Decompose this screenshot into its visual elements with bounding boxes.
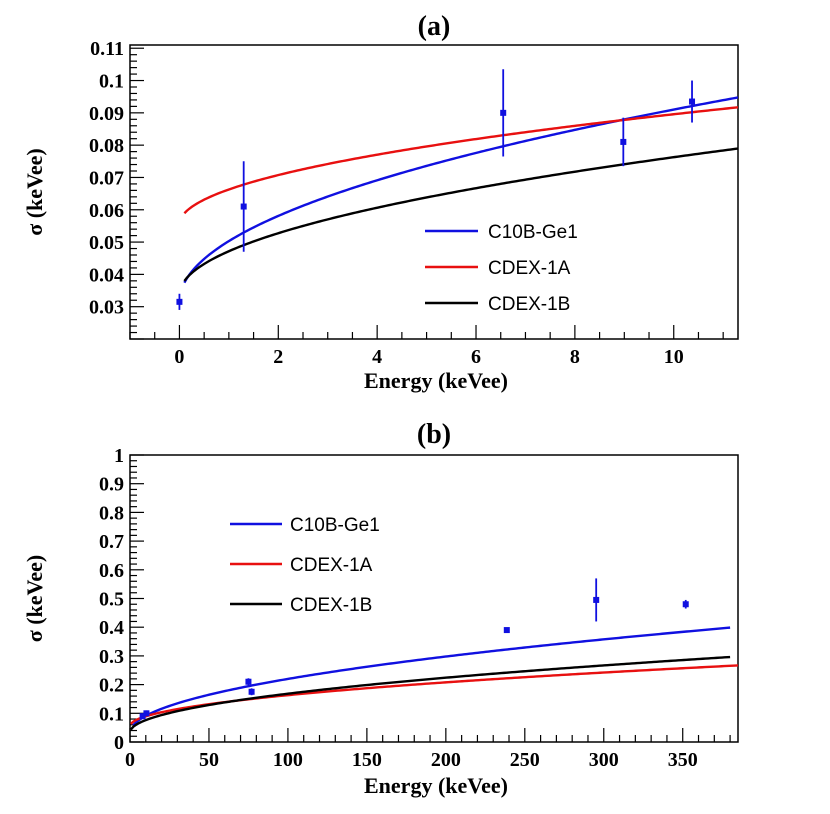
- y-tick-label: 0.08: [89, 135, 124, 157]
- y-tick-label: 0.7: [99, 531, 124, 553]
- x-tick-label: 8: [570, 346, 580, 368]
- legend-label: C10B-Ge1: [290, 515, 380, 536]
- data-point: [689, 98, 696, 105]
- y-tick-label: 0.6: [99, 560, 124, 582]
- y-tick-label: 0.1: [99, 703, 124, 725]
- data-point: [139, 713, 146, 720]
- data-point: [682, 601, 689, 608]
- series-line-cdex-1b: [130, 655, 731, 731]
- x-tick-label: 2: [273, 346, 283, 368]
- x-tick-label: 4: [372, 346, 382, 368]
- series-line-cdex-1a: [130, 664, 738, 725]
- chart-panel-b: (b) 0 50 100 150 200 250 300 350 0 0.1 0.2 0.3 0.4 0.5…: [22, 419, 739, 798]
- legend: C10B-Ge1 CDEX-1A CDEX-1B: [230, 515, 380, 616]
- legend-label: CDEX-1A: [290, 555, 373, 576]
- x-tick-label: 250: [510, 749, 540, 771]
- x-tick-label: 6: [471, 346, 481, 368]
- series-line-cdex-1a: [183, 106, 738, 215]
- x-tick-label: 200: [431, 749, 461, 771]
- data-point: [620, 138, 627, 145]
- legend-label: CDEX-1B: [488, 294, 570, 315]
- y-tick-label: 0.5: [99, 589, 124, 611]
- y-tick-label: 0.03: [89, 297, 124, 319]
- series-line-c10b-ge1: [132, 626, 731, 727]
- y-tick-label: 0.09: [89, 103, 124, 125]
- x-tick-label: 100: [273, 749, 303, 771]
- series-line-c10b-ge1: [183, 96, 738, 284]
- y-tick-label: 0.4: [99, 617, 124, 639]
- series-line-cdex-1b: [183, 147, 738, 282]
- y-tick-label: 0.07: [89, 167, 124, 189]
- legend-label: CDEX-1A: [488, 258, 571, 279]
- y-tick-label: 0.2: [99, 675, 124, 697]
- plot-frame: [129, 454, 739, 743]
- chart-title: (a): [418, 11, 451, 42]
- data-point: [245, 678, 252, 685]
- legend: C10B-Ge1 CDEX-1A CDEX-1B: [425, 222, 578, 315]
- x-tick-label: 50: [199, 749, 219, 771]
- y-tick-label: 0.05: [89, 232, 124, 254]
- y-tick-label: 0: [114, 732, 124, 754]
- data-point: [143, 710, 150, 717]
- x-axis-label: Energy (keVee): [364, 368, 508, 393]
- data-point: [593, 596, 600, 603]
- x-tick-label: 0: [125, 749, 135, 771]
- x-tick-label: 0: [174, 346, 184, 368]
- y-axis-label: σ (keVee): [22, 555, 47, 643]
- chart-panel-a: (a) 0 2 4 6 8 10 0.03 0.04 0.05 0.06 0.07 0.08 0.09 0.…: [22, 11, 739, 393]
- data-point: [500, 109, 507, 116]
- data-point: [176, 298, 183, 305]
- y-tick-label: 0.06: [89, 200, 124, 222]
- y-tick-label: 0.04: [89, 264, 124, 286]
- y-tick-label: 0.11: [90, 38, 124, 60]
- x-axis-label: Energy (keVee): [364, 773, 508, 798]
- chart-title: (b): [417, 419, 451, 450]
- y-tick-label: 0.9: [99, 474, 124, 496]
- x-tick-label: 300: [589, 749, 619, 771]
- y-tick-label: 1: [114, 445, 124, 467]
- y-tick-label: 0.1: [99, 71, 124, 93]
- y-tick-label: 0.3: [99, 646, 124, 668]
- legend-label: C10B-Ge1: [488, 222, 578, 243]
- y-tick-label: 0.8: [99, 502, 124, 524]
- plot-frame: [129, 44, 739, 340]
- x-tick-label: 350: [668, 749, 698, 771]
- legend-label: CDEX-1B: [290, 595, 372, 616]
- x-tick-label: 150: [352, 749, 382, 771]
- data-point: [240, 203, 247, 210]
- data-point: [248, 688, 255, 695]
- x-tick-label: 10: [664, 346, 684, 368]
- y-axis-label: σ (keVee): [22, 148, 47, 236]
- data-point: [503, 627, 510, 634]
